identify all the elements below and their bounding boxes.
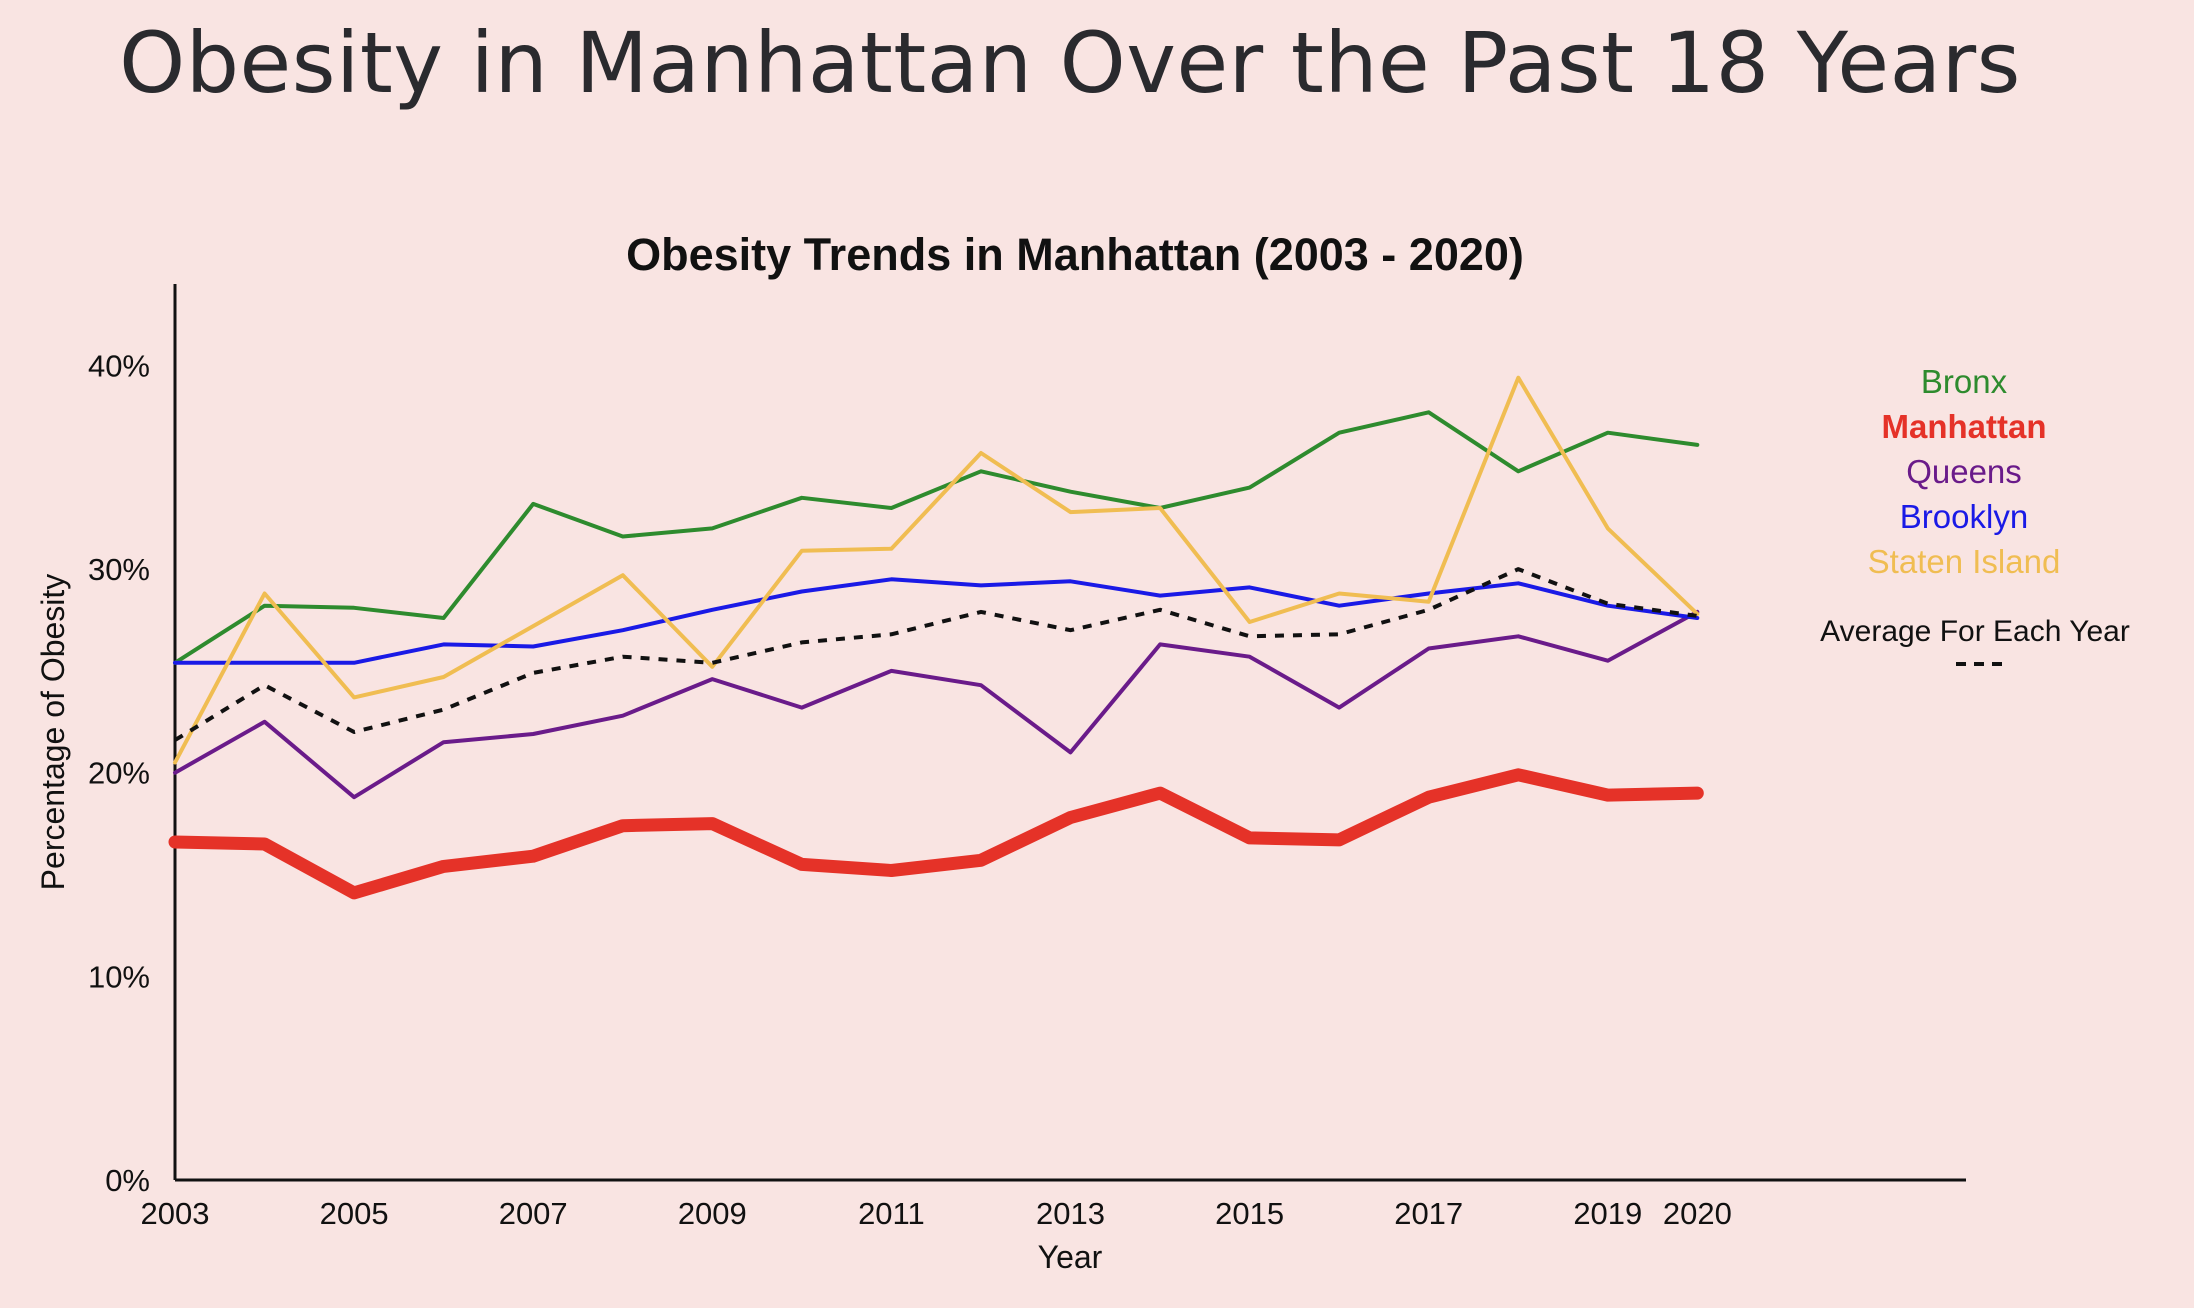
x-tick-label: 2019 [1573,1196,1642,1231]
y-tick-label: 20% [88,756,150,791]
legend: Bronx Manhattan Queens Brooklyn Staten Islan… [1820,363,2130,666]
chart-title: Obesity Trends in Manhattan (2003 - 2020… [626,229,1524,280]
y-tick-label: 0% [105,1163,150,1198]
page-title: Obesity in Manhattan Over the Past 18 Ye… [119,14,2021,112]
series-line-brooklyn [173,577,1700,665]
x-axis-label: Year [1038,1239,1103,1275]
x-tick-label: 2003 [141,1196,210,1231]
legend-label-average-for-each-year: Average For Each Year [1820,615,2130,648]
legend-label-manhattan: Manhattan [1882,408,2047,445]
legend-label-staten-island: Staten Island [1868,543,2061,580]
legend-label-queens: Queens [1906,453,2022,490]
series-line-bronx [173,410,1700,665]
x-tick-label: 2005 [320,1196,389,1231]
x-tick-label: 2009 [678,1196,747,1231]
x-tick-label: 2013 [1036,1196,1105,1231]
y-tick-label: 40% [88,348,150,383]
series-line-staten-island [173,375,1700,765]
series-line-queens [173,609,1700,800]
legend-label-brooklyn: Brooklyn [1900,498,2028,535]
y-tick-label: 10% [88,959,150,994]
x-tick-label: 2015 [1215,1196,1284,1231]
legend-label-bronx: Bronx [1921,363,2008,400]
series-line-manhattan [168,768,1704,900]
x-tick-label: 2011 [858,1196,925,1231]
series-lines [168,375,1704,900]
axis-ticks: 2003 2005 2007 2009 2011 2013 2015 2017 2019 2020… [88,348,1732,1231]
x-tick-label: 2020 [1663,1196,1732,1231]
x-tick-label: 2007 [499,1196,568,1231]
y-axis-label: Percentage of Obesity [35,574,71,891]
x-tick-label: 2017 [1394,1196,1463,1231]
y-tick-label: 30% [88,552,150,587]
